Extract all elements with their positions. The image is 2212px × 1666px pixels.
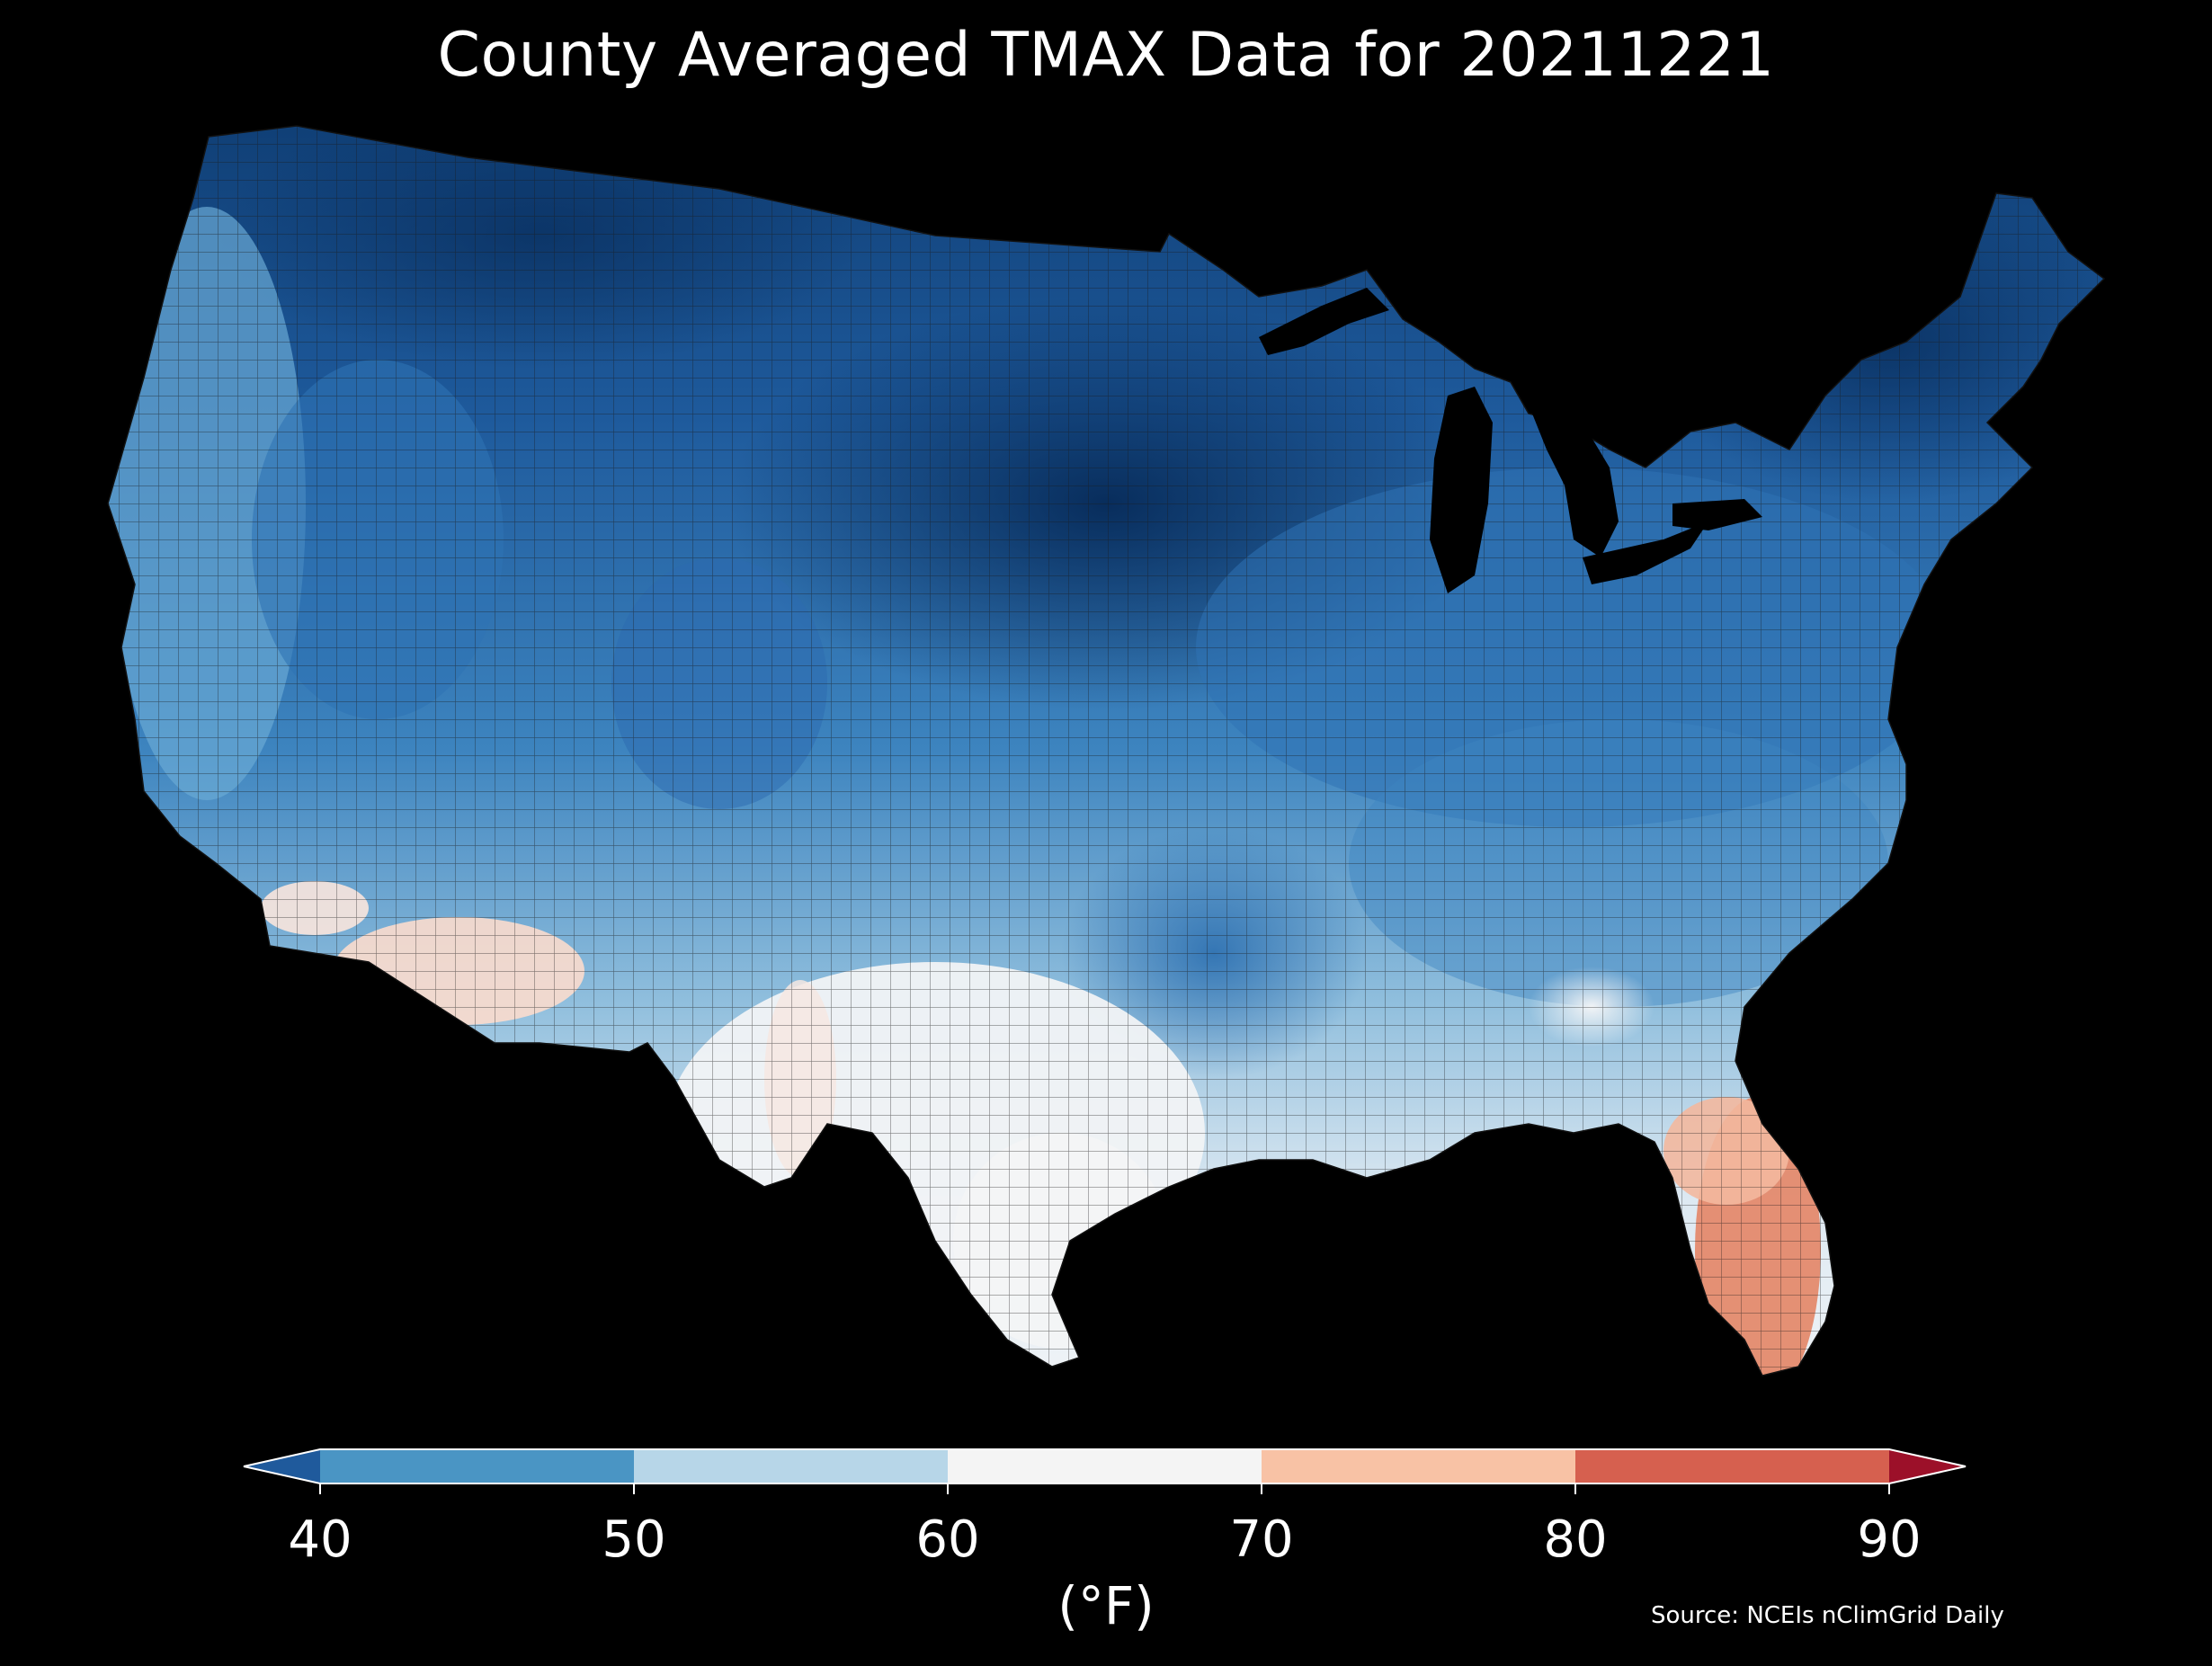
map-title: County Averaged TMAX Data for 20211221	[437, 20, 1775, 91]
colorbar-bin	[634, 1449, 948, 1483]
colorbar-bin	[948, 1449, 1262, 1483]
colorbar-extend-low	[244, 1449, 320, 1483]
colorbar-label: (°F)	[1057, 1575, 1155, 1636]
colorbar-tick-label: 80	[1543, 1510, 1608, 1569]
colorbar-bin	[320, 1449, 634, 1483]
colorbar-extend-high	[1889, 1449, 1966, 1483]
colorbar-tick-label: 60	[915, 1510, 980, 1569]
great-lakes	[1259, 288, 1762, 593]
colorbar-bin	[1262, 1449, 1575, 1483]
colorbar-tick-label: 90	[1857, 1510, 1922, 1569]
colorbar-tick-label: 70	[1229, 1510, 1294, 1569]
colorbar-tick-label: 50	[602, 1510, 666, 1569]
source-note: Source: NCEIs nClimGrid Daily	[1651, 1602, 2004, 1629]
colorbar-bin	[1575, 1449, 1889, 1483]
colorbar-tick-label: 40	[288, 1510, 352, 1569]
